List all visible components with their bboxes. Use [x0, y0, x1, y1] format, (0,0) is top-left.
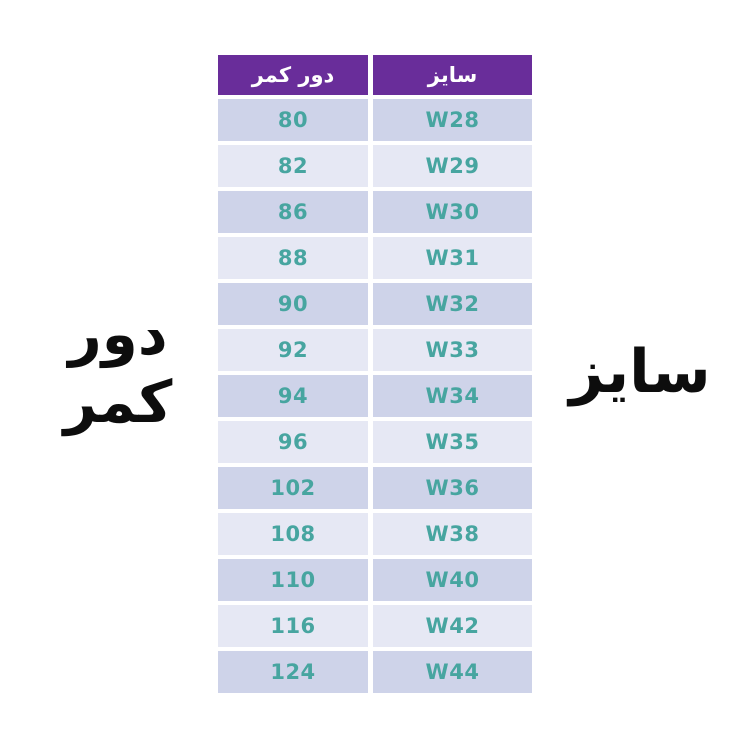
waist-value: 80 [218, 99, 368, 141]
waist-value: 116 [218, 605, 368, 647]
waist-column-header: دور کمر [218, 55, 368, 95]
waist-value: 108 [218, 513, 368, 555]
table-row: 108 W38 [218, 513, 532, 555]
waist-value: 124 [218, 651, 368, 693]
table-row: 90 W32 [218, 283, 532, 325]
table-row: 94 W34 [218, 375, 532, 417]
table-header-row: دور کمر سایز [218, 55, 532, 95]
waist-value: 94 [218, 375, 368, 417]
waist-side-label-line1: دور [68, 300, 168, 368]
table-row: 88 W31 [218, 237, 532, 279]
table-row: 86 W30 [218, 191, 532, 233]
size-value: W31 [373, 237, 532, 279]
table-row: 92 W33 [218, 329, 532, 371]
waist-side-label: دور کمر [38, 300, 198, 436]
waist-side-label-line2: کمر [63, 368, 173, 436]
waist-value: 102 [218, 467, 368, 509]
size-value: W44 [373, 651, 532, 693]
size-value: W35 [373, 421, 532, 463]
size-value: W29 [373, 145, 532, 187]
size-value: W28 [373, 99, 532, 141]
table-row: 102 W36 [218, 467, 532, 509]
size-value: W33 [373, 329, 532, 371]
table-row: 80 W28 [218, 99, 532, 141]
size-value: W40 [373, 559, 532, 601]
waist-value: 110 [218, 559, 368, 601]
size-table: دور کمر سایز 80 W28 82 W29 86 W30 88 W31… [218, 55, 532, 693]
table-row: 116 W42 [218, 605, 532, 647]
waist-value: 82 [218, 145, 368, 187]
size-value: W32 [373, 283, 532, 325]
size-value: W36 [373, 467, 532, 509]
waist-value: 88 [218, 237, 368, 279]
table-row: 110 W40 [218, 559, 532, 601]
size-value: W38 [373, 513, 532, 555]
size-value: W34 [373, 375, 532, 417]
waist-value: 86 [218, 191, 368, 233]
table-row: 96 W35 [218, 421, 532, 463]
waist-value: 92 [218, 329, 368, 371]
waist-value: 96 [218, 421, 368, 463]
size-side-label: سایز [569, 337, 711, 407]
table-row: 82 W29 [218, 145, 532, 187]
size-column-header: سایز [373, 55, 532, 95]
size-value: W42 [373, 605, 532, 647]
size-value: W30 [373, 191, 532, 233]
waist-value: 90 [218, 283, 368, 325]
table-row: 124 W44 [218, 651, 532, 693]
